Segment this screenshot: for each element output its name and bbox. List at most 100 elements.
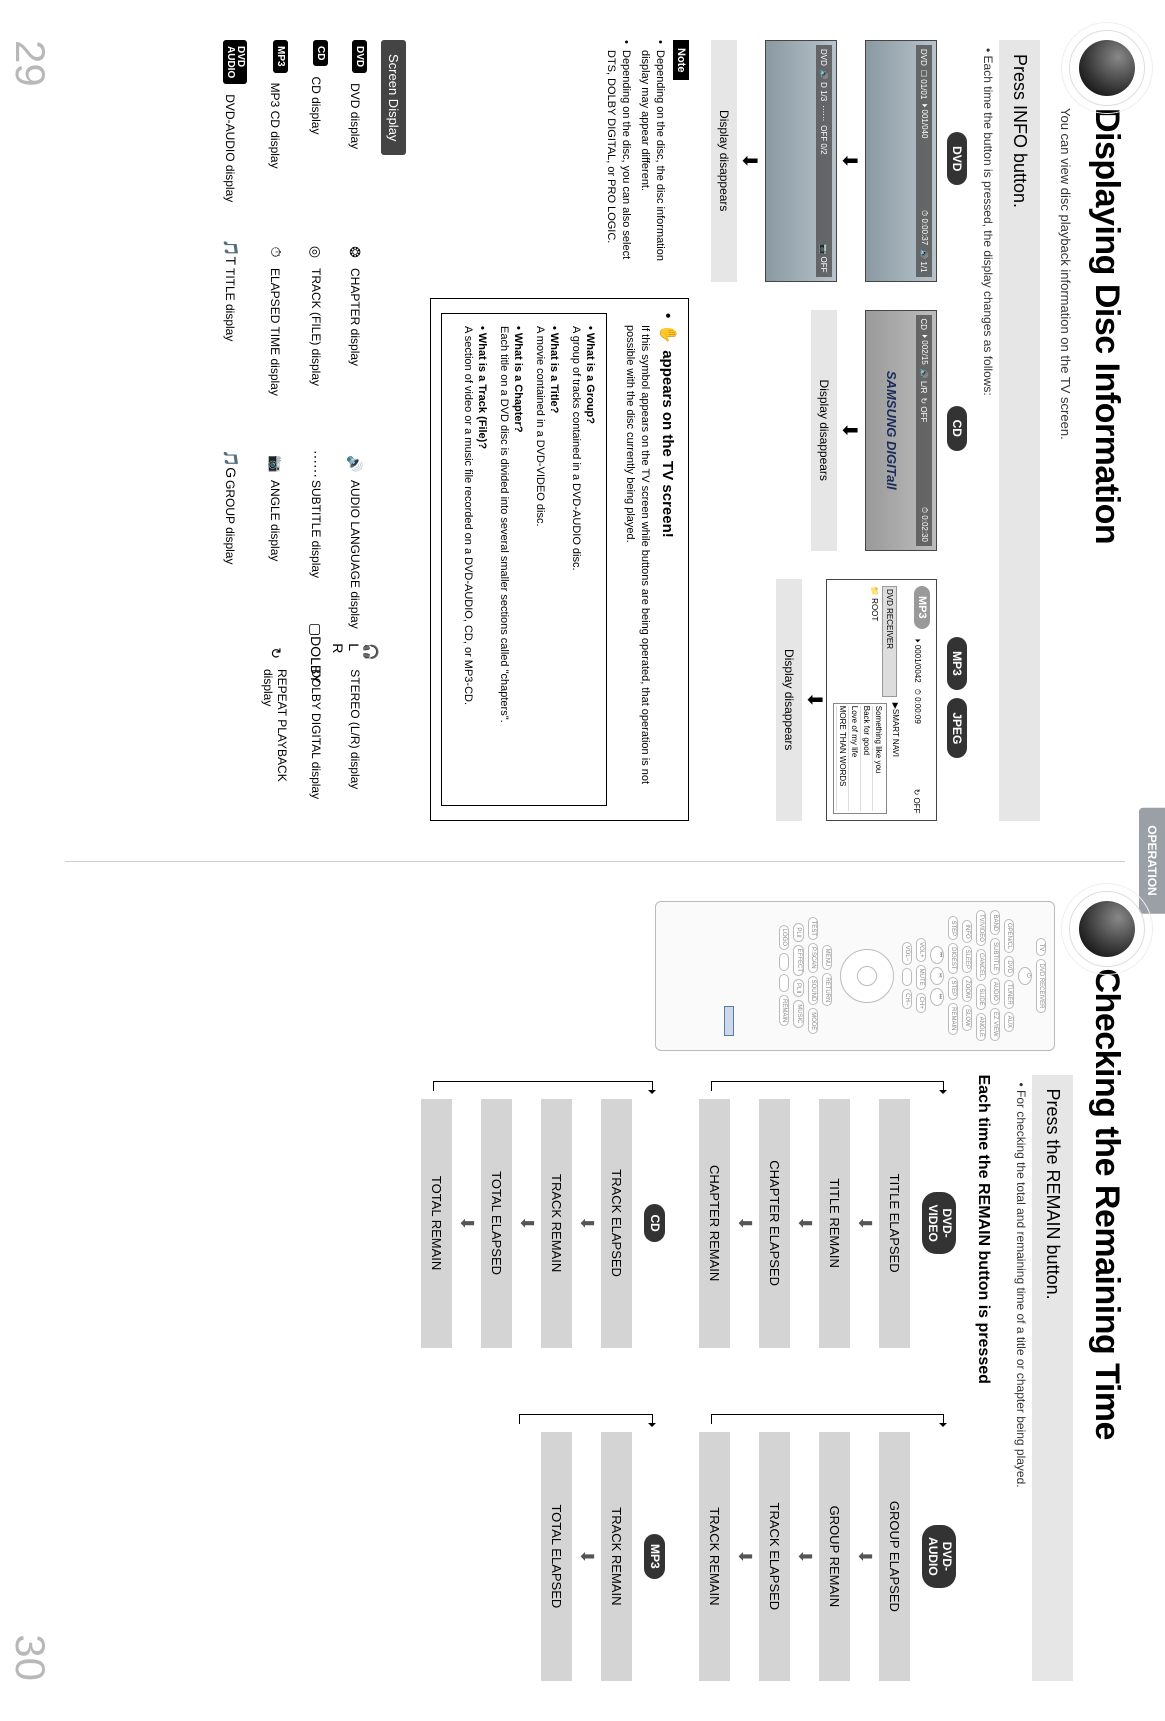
rc-btn: STEP xyxy=(948,977,958,1001)
badge-jpeg: JPEG xyxy=(947,698,967,758)
osd-field: ⏵ 001/040 xyxy=(919,103,929,138)
screen-display-grid: DVDDVD display ❂CHAPTER display 🔊AUDIO L… xyxy=(213,40,367,821)
rc-btn: EFFECT xyxy=(793,945,804,976)
sd-label: TRACK (FILE) display xyxy=(309,268,323,386)
flow-head: MP3 xyxy=(644,1534,666,1579)
rc-btn xyxy=(902,968,912,986)
rc-btn: CH+ xyxy=(916,993,926,1013)
rc-btn: DIGEST xyxy=(948,943,958,973)
rc-btn: TUNER xyxy=(1004,980,1014,1009)
sd-label: AUDIO LANGUAGE display xyxy=(348,480,362,629)
mp3-root: 📁 ROOT xyxy=(870,586,879,697)
hand-body: If this symbol appears on the TV screen … xyxy=(621,325,652,806)
rc-btn: PLⅡ xyxy=(793,923,804,941)
section-sub: Each time the button is pressed, the dis… xyxy=(981,48,995,821)
state: TOTAL ELAPSED xyxy=(541,1432,572,1681)
display-disappears: Display disappears xyxy=(811,310,837,552)
hand-title-text: appears on the TV screen! xyxy=(660,350,677,538)
rc-btn: VOL− xyxy=(902,942,912,966)
rc-btn: CANCEL xyxy=(976,949,986,981)
track-icon: ◎ xyxy=(306,242,326,262)
rc-btn: ANGLE xyxy=(976,1013,986,1041)
rc-btn: ZOOM xyxy=(962,976,972,1002)
rc-btn: TV xyxy=(1036,938,1046,956)
rc-btn: RETURN xyxy=(822,973,832,1006)
rc-btn: PLⅡ xyxy=(793,979,804,997)
note-item: Depending on the disc, you can also sele… xyxy=(604,40,634,280)
flow-dvd-video: DVD- VIDEO TITLE ELAPSED ⬇ TITLE REMAIN … xyxy=(699,1075,956,1348)
arrow-down-icon: ⬇ xyxy=(516,1099,537,1348)
power-icon: ⏻ xyxy=(1018,967,1032,985)
arrow-down-icon: ⬇ xyxy=(854,1432,875,1681)
rc-btn: DVD RECEIVER xyxy=(1036,959,1046,1012)
sd-badge: DVD AUDIO xyxy=(223,40,247,84)
state: TRACK REMAIN xyxy=(541,1099,572,1348)
flow-row-1: DVD- VIDEO TITLE ELAPSED ⬇ TITLE REMAIN … xyxy=(699,1075,956,1682)
arrow-down-icon: ⬇ xyxy=(456,1099,477,1348)
angle-icon: 📷 xyxy=(265,454,285,474)
page-title: Checking the Remaining Time xyxy=(1088,969,1127,1440)
section-heading: Press the REMAIN button. xyxy=(1032,1075,1073,1682)
state: TITLE ELAPSED xyxy=(879,1099,910,1348)
osd-cd: CD ⏵ 002/15 🔊 L/R ↻ OFF ⏱ 0:02:30 SAMSUN… xyxy=(865,310,937,552)
file-item: Love of my life xyxy=(848,706,860,811)
osd-field: ☐ 01/01 xyxy=(920,70,929,99)
sd-label: STEREO (L/R) display xyxy=(348,669,362,789)
state: TITLE REMAIN xyxy=(819,1099,850,1348)
osd-field: OFF 0/2 xyxy=(820,125,829,154)
sd-label: REPEAT PLAYBACK display xyxy=(261,669,289,821)
badge-mp3: MP3 xyxy=(947,637,967,690)
osd-bar: DVD 🔊 D 1/3 ⋯⋯ OFF 0/2 📷 OFF xyxy=(816,45,832,277)
flow-row-2: CD TRACK ELAPSED ⬇ TRACK REMAIN ⬇ TOTAL … xyxy=(421,1075,666,1682)
spread: OPERATION Displaying Disc Information Yo… xyxy=(0,0,1165,1721)
page-right: Checking the Remaining Time TV DVD RECEIV… xyxy=(0,861,1165,1721)
def-a: A movie contained in a DVD-VIDEO disc. xyxy=(534,326,546,793)
osd-field: 🔊 1/1 xyxy=(920,249,929,272)
rc-btn: DVD xyxy=(1004,956,1014,977)
flow-head: DVD- AUDIO xyxy=(922,1525,956,1588)
state: CHAPTER REMAIN xyxy=(699,1099,730,1348)
nav-pad xyxy=(840,949,894,1003)
def-a: Each title on a DVD disc is divided into… xyxy=(498,326,510,793)
subsection-title: Each time the REMAIN button is pressed xyxy=(974,1075,992,1682)
rc-btn: EZ VIEW xyxy=(990,1008,1000,1041)
osd-field: ↻ OFF xyxy=(913,789,922,814)
rc-btn: VOL+ xyxy=(916,938,926,962)
rc-btn: INFO xyxy=(962,920,972,942)
sd-label: DOLBY DIGITAL display xyxy=(309,669,323,799)
def-q: What is a Title? xyxy=(548,326,560,793)
osd-field: ⏱ 0:00:09 xyxy=(912,689,922,724)
samsung-logo: SAMSUNG DIGITall xyxy=(884,311,899,551)
rc-btn: SLIDE xyxy=(976,984,986,1009)
arrow-down-icon: ⬇ xyxy=(576,1099,597,1348)
dolby-icon: ▢DOLBY xyxy=(306,643,326,663)
osd-dvd-1: DVD ☐ 01/01 ⏵ 001/040 ⏱ 0:00:37 🔊 1/1 xyxy=(865,40,937,282)
title-icon: 🎵T xyxy=(220,242,240,262)
rc-btn: BAND xyxy=(990,910,1000,935)
remote-control: TVDVD RECEIVER ⏻ OPEN/CLDVDTUNERAUX BAND… xyxy=(655,901,1055,1051)
rc-btn: MENU xyxy=(822,945,832,971)
state: GROUP REMAIN xyxy=(819,1432,850,1681)
section-sub: For checking the total and remaining tim… xyxy=(1014,1083,1028,1682)
stereo-icon: 🎧 L R xyxy=(345,643,365,663)
osd-field: ↻ OFF xyxy=(920,397,929,422)
osd-col-dvd: DVD DVD ☐ 01/01 ⏵ 001/040 ⏱ 0:00:37 🔊 1/… xyxy=(711,40,967,282)
audio-lang-icon: 🔊 xyxy=(345,454,365,474)
state: TOTAL ELAPSED xyxy=(481,1099,512,1348)
rc-btn: SUBTITLE xyxy=(990,938,1000,975)
chapter-icon: ❂ xyxy=(345,242,365,262)
rc-btn: TEST xyxy=(808,917,818,940)
def-q: What is a Chapter? xyxy=(512,326,524,793)
def-a: A group of tracks contained in a DVD-AUD… xyxy=(570,326,582,793)
loop-line xyxy=(433,1081,654,1091)
page-subtitle: You can view disc playback information o… xyxy=(1058,108,1073,821)
dial-icon xyxy=(1079,901,1135,957)
flow-head: DVD- VIDEO xyxy=(922,1192,956,1253)
badge-cd: CD xyxy=(947,406,967,451)
osd-field: DVD xyxy=(920,49,929,66)
arrow-down-icon: ⬇ xyxy=(804,579,824,821)
title-row: Checking the Remaining Time xyxy=(1079,901,1135,1682)
rc-btn: MUTE xyxy=(916,965,926,990)
note-item: Depending on the disc, the disc informat… xyxy=(637,40,667,280)
remain-highlight xyxy=(724,1006,734,1036)
